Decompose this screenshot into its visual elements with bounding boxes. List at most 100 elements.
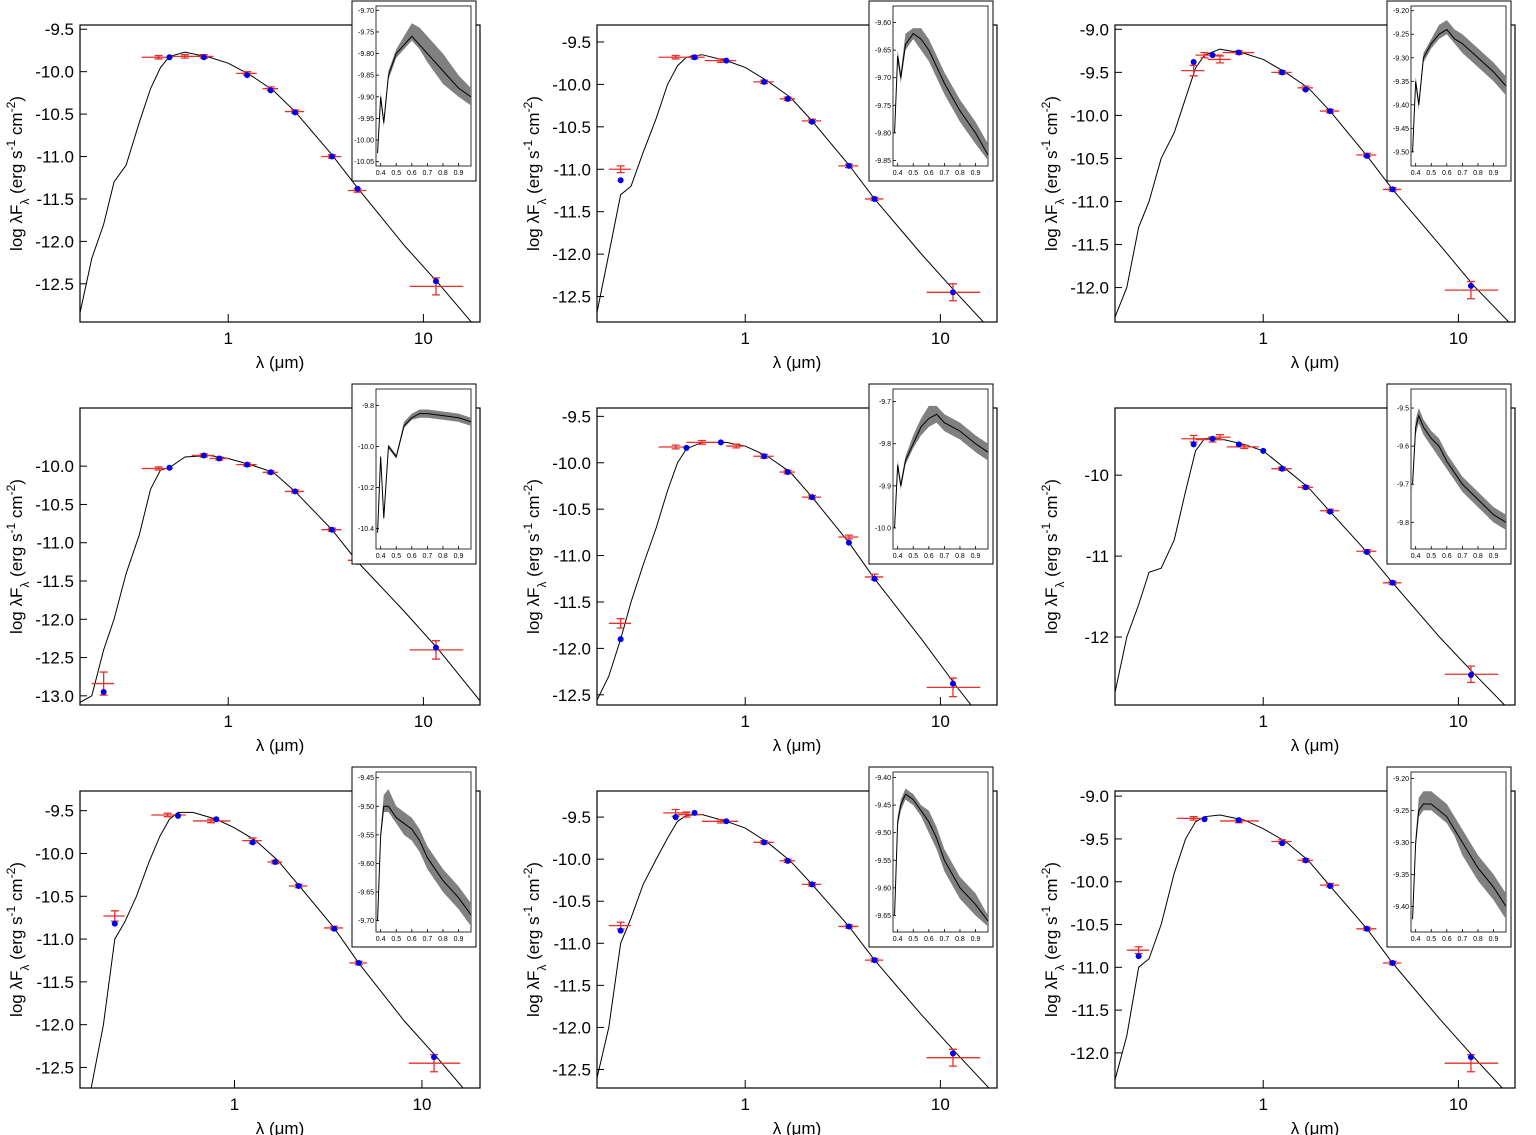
inset-area [894, 788, 988, 927]
model-point [949, 289, 956, 296]
y-error-bar [1215, 55, 1224, 64]
inset-frame [375, 5, 472, 167]
inset-y-tick-label: -9.20 [1393, 8, 1409, 15]
inset-band [377, 789, 471, 927]
inset-x-tick-label: 0.7 [423, 170, 433, 177]
y-axis-label-part: ) [1042, 96, 1061, 102]
y-axis-label-part: -1 [4, 139, 18, 150]
model-point [1327, 508, 1334, 515]
x-tick-label: 1 [1258, 329, 1267, 348]
y-error-bar [154, 54, 163, 60]
model-point [761, 453, 768, 460]
inset-frame [1410, 771, 1507, 933]
y-axis-label-part: -2 [521, 867, 535, 878]
y-tick-label: -11.0 [37, 534, 75, 553]
y-tick-label: -12.5 [552, 1060, 591, 1079]
y-axis-label-part: log λF [1042, 588, 1061, 634]
y-tick-label: -10.5 [35, 887, 74, 906]
inset-y-tick-label: -9.25 [1393, 808, 1409, 815]
inset-x-tick-label: 0.6 [407, 936, 417, 943]
model-point [1135, 953, 1142, 960]
y-tick-label: -12.0 [35, 1016, 74, 1035]
model-line [597, 54, 985, 322]
model-point [784, 95, 791, 102]
inset-line [377, 413, 471, 533]
y-tick-label: -10 [1084, 466, 1109, 485]
inset-frame [892, 771, 989, 933]
y-axis-label-part: (erg s [7, 916, 26, 964]
y-tick-label: -10.0 [552, 454, 591, 473]
model-point [292, 488, 299, 495]
y-error-bar [1215, 434, 1224, 441]
y-axis-label-part: λ [1053, 965, 1067, 971]
model-point [809, 494, 816, 501]
y-axis-label-part: λ [18, 582, 32, 588]
inset-x-tick-label: 0.7 [1458, 553, 1468, 560]
model-point [431, 1054, 438, 1061]
inset-x-tick-label: 0.8 [955, 936, 965, 943]
plot-frame [1114, 790, 1516, 1089]
y-tick-label: -9.5 [562, 33, 591, 52]
inset-x-tick-label: 0.9 [1489, 170, 1499, 177]
y-tick-label: -11.5 [37, 973, 75, 992]
inset-x-tick-label: 0.6 [924, 170, 934, 177]
y-tick-label: -10.5 [552, 500, 591, 519]
y-axis-label-part: -2 [521, 101, 535, 112]
model-line [1115, 438, 1506, 705]
y-axis-label-part: ) [1042, 479, 1061, 485]
model-point [1467, 1054, 1474, 1061]
y-tick-label: -13.0 [35, 687, 74, 706]
model-point [267, 87, 274, 94]
y-axis-label-part: -2 [1039, 101, 1053, 112]
model-point [200, 452, 207, 459]
x-tick-label: 10 [931, 1095, 950, 1114]
model-point [1209, 435, 1216, 442]
model-point [328, 526, 335, 533]
model-point [949, 1050, 956, 1057]
model-point [845, 923, 852, 930]
y-tick-label: -9.5 [562, 808, 591, 827]
inset-x-tick-label: 0.5 [908, 553, 918, 560]
inset-line [1412, 28, 1506, 152]
y-axis-label: log λFλ (erg s-1 cm-2) [4, 862, 32, 1017]
model-point [292, 109, 299, 116]
y-axis-label-part: log λF [7, 588, 26, 634]
model-point [1302, 484, 1309, 491]
x-axis-label: λ (μm) [1291, 1119, 1340, 1135]
inset-x-tick-label: 0.5 [908, 936, 918, 943]
inset-y-tick-label: -10.0 [875, 525, 891, 532]
panel: -9.5-10.0-10.5-11.0-11.5-12.0-12.51 10λ (… [521, 383, 998, 755]
y-tick-label: -10.5 [1070, 916, 1109, 935]
y-tick-label: -12.0 [1070, 1044, 1109, 1063]
y-axis-label-part: cm [524, 495, 543, 522]
y-error-bar [1189, 64, 1198, 77]
y-axis-label: log λFλ (erg s-1 cm-2) [4, 479, 32, 634]
plot-frame [596, 790, 998, 1089]
inset-background [351, 383, 477, 565]
inset-y-tick-label: -9.60 [875, 20, 891, 27]
x-tick-label: 10 [931, 712, 950, 731]
x-tick-label: 10 [1449, 1095, 1468, 1114]
model-point [295, 883, 302, 890]
inset-y-tick-label: -9.30 [1393, 840, 1409, 847]
x-axis-label: λ (μm) [256, 1119, 305, 1135]
model-point [355, 960, 362, 967]
y-axis-label-part: λ [535, 582, 549, 588]
y-tick-label: -10.0 [35, 63, 74, 82]
inset-x-tick-label: 0.8 [1473, 553, 1483, 560]
inset-y-tick-label: -9.6 [1397, 444, 1409, 451]
model-point [1389, 579, 1396, 586]
y-tick-label: -9.5 [562, 407, 591, 426]
y-tick-label: -12.5 [35, 649, 74, 668]
x-tick-label: 1 [1258, 1095, 1267, 1114]
y-axis-label-part: cm [7, 495, 26, 522]
panel: -9.5-10.0-10.5-11.0-11.5-12.0-12.51 10λ (… [4, 0, 481, 372]
model-point [216, 455, 223, 462]
inset-line [894, 32, 988, 156]
inset-x-tick-label: 0.8 [1473, 936, 1483, 943]
inset-x-tick-label: 0.7 [423, 936, 433, 943]
y-axis-label-part: log λF [7, 205, 26, 251]
model-point [949, 680, 956, 687]
inset-y-tick-label: -9.50 [1393, 149, 1409, 156]
